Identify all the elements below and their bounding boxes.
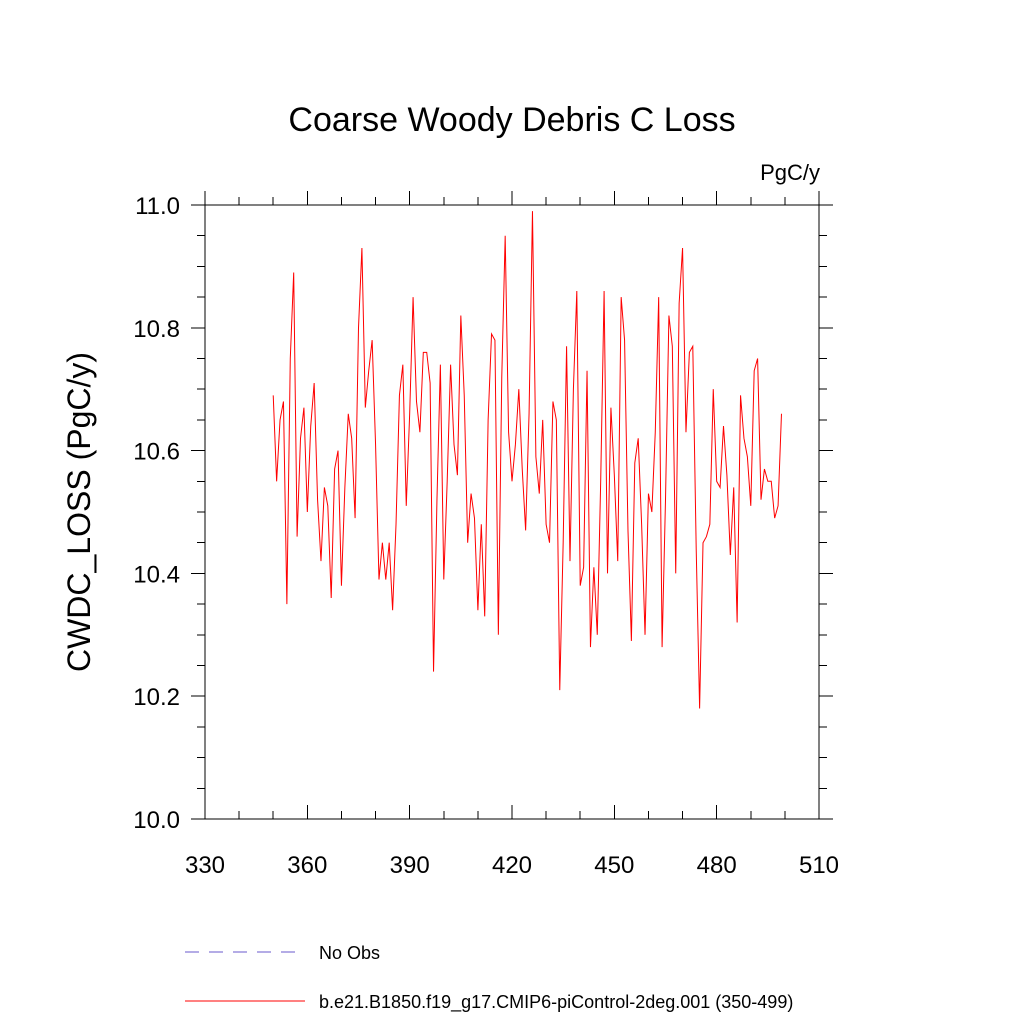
x-tick-label: 420	[492, 852, 532, 879]
y-tick-label: 10.2	[133, 684, 180, 711]
y-tick-label: 10.6	[133, 439, 180, 466]
plot-frame	[204, 204, 820, 820]
x-tick-label: 450	[594, 852, 634, 879]
chart-title: Coarse Woody Debris C Loss	[288, 101, 735, 139]
legend-label-1: b.e21.B1850.f19_g17.CMIP6-piControl-2deg…	[319, 992, 793, 1013]
legend: No Obs b.e21.B1850.f19_g17.CMIP6-piContro…	[185, 943, 793, 1013]
units-label: PgC/y	[760, 160, 820, 185]
y-tick-label: 10.8	[133, 316, 180, 343]
y-tick-label: 11.0	[135, 193, 180, 220]
x-tick-label: 510	[799, 852, 839, 879]
y-tick-label: 10.4	[133, 561, 180, 588]
y-axis-label: CWDC_LOSS (PgC/y)	[61, 352, 97, 672]
x-tick-label: 360	[287, 852, 327, 879]
series-line-0	[272, 211, 782, 709]
axis-ticks: 330 360 390 420 450 480 510 10.0 10.2 10.4 10.6 10.…	[133, 191, 839, 879]
x-tick-label: 390	[390, 852, 430, 879]
x-tick-label: 330	[185, 852, 225, 879]
y-tick-label: 10.0	[133, 807, 180, 834]
x-tick-label: 480	[697, 852, 737, 879]
legend-label-0: No Obs	[319, 943, 380, 963]
series-layer	[272, 211, 782, 709]
